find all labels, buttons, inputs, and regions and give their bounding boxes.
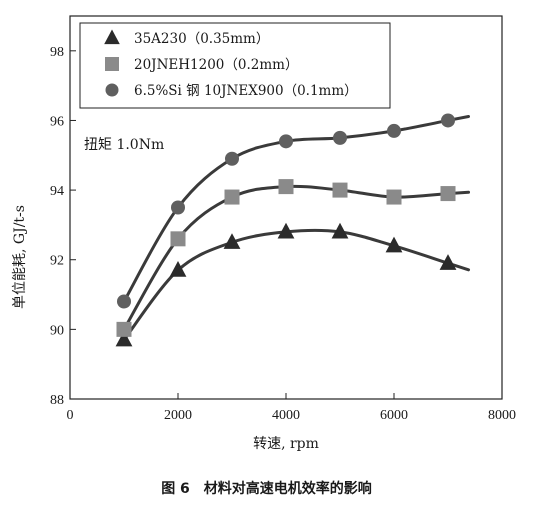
data-point-square xyxy=(116,321,132,337)
data-point-square xyxy=(386,189,402,205)
legend-label: 35A230（0.35mm） xyxy=(134,31,269,47)
x-tick-label: 6000 xyxy=(380,408,408,423)
legend-box xyxy=(79,22,391,109)
data-point-triangle xyxy=(385,236,403,253)
data-point-triangle xyxy=(439,254,457,270)
series-line-1 xyxy=(122,228,471,342)
legend: 35A230（0.35mm） 20JNEH1200（0.2mm） 6.5%Si 钢 … xyxy=(104,29,358,99)
legend-marker-square xyxy=(105,57,119,71)
data-point-circle xyxy=(279,134,293,149)
data-point-square xyxy=(440,186,456,202)
chart: 35A230（0.35mm） 20JNEH1200（0.2mm） 6.5%Si 钢 … xyxy=(12,15,516,452)
legend-marker-circle xyxy=(105,83,119,97)
y-tick-label: 90 xyxy=(50,323,64,338)
y-tick-label: 94 xyxy=(50,184,64,199)
data-point-triangle xyxy=(331,222,349,239)
data-point-square xyxy=(332,182,348,198)
y-tick-label: 92 xyxy=(50,254,64,269)
data-point-circle xyxy=(441,113,455,128)
x-tick-label: 0 xyxy=(67,408,74,423)
series-layer xyxy=(115,113,471,347)
y-tick-label: 88 xyxy=(50,393,64,408)
x-tick-label: 8000 xyxy=(488,408,516,423)
legend-label: 6.5%Si 钢 10JNEX900（0.1mm） xyxy=(134,83,358,99)
x-tick-label: 4000 xyxy=(272,408,300,423)
legend-marker-triangle xyxy=(104,29,120,45)
data-point-circle xyxy=(333,130,347,145)
data-point-triangle xyxy=(169,261,187,277)
y-axis-title: 单位能耗, GJ/t-s xyxy=(12,205,28,309)
data-point-square xyxy=(224,189,240,205)
data-point-triangle xyxy=(223,233,241,249)
data-point-triangle xyxy=(115,330,133,347)
data-point-circle xyxy=(171,200,185,215)
x-axis-title: 转速, rpm xyxy=(253,436,319,452)
figure-caption: 图 6 材料对高速电机效率的影响 xyxy=(161,481,372,497)
legend-label: 20JNEH1200（0.2mm） xyxy=(134,57,298,73)
annotation: 扭矩 1.0Nm xyxy=(84,137,164,153)
data-point-circle xyxy=(117,294,131,309)
data-point-circle xyxy=(225,151,239,166)
data-point-square xyxy=(170,231,186,247)
data-point-triangle xyxy=(277,222,295,239)
x-tick-label: 2000 xyxy=(164,408,192,423)
axis-ticks: 0 2000 4000 6000 8000 88 90 92 94 96 98 xyxy=(50,45,516,423)
data-point-square xyxy=(278,179,294,195)
y-tick-label: 98 xyxy=(50,45,64,60)
data-point-circle xyxy=(387,123,401,138)
y-tick-label: 96 xyxy=(50,114,64,129)
